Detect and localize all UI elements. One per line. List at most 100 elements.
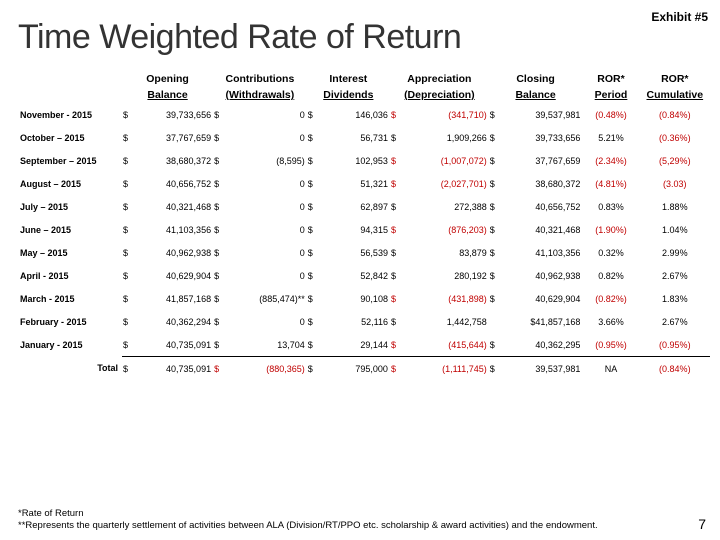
- interest: 51,321: [322, 172, 390, 195]
- ror-cumulative: (0.95%): [640, 333, 710, 357]
- dollar-sign: $: [489, 264, 505, 287]
- dollar-sign: $: [390, 264, 406, 287]
- dollar-sign: $: [390, 241, 406, 264]
- table-row: April - 2015$40,629,904$0$52,842$280,192…: [18, 264, 710, 287]
- dollar-sign: $: [489, 149, 505, 172]
- dollar-sign: $: [213, 241, 229, 264]
- contributions: 0: [229, 241, 307, 264]
- contributions: (885,474)**: [229, 287, 307, 310]
- col-ror-period: ROR*: [582, 71, 639, 87]
- dollar-sign: $: [390, 218, 406, 241]
- dollar-sign: $: [307, 172, 323, 195]
- ror-cumulative: (3.03): [640, 172, 710, 195]
- interest: 56,731: [322, 126, 390, 149]
- appreciation: (1,007,072): [406, 149, 489, 172]
- row-label: January - 2015: [18, 333, 122, 357]
- footnotes: *Rate of Return **Represents the quarter…: [18, 508, 598, 532]
- returns-table: Opening Contributions Interest Appreciat…: [18, 71, 710, 380]
- contributions: 0: [229, 218, 307, 241]
- dollar-sign: $: [307, 264, 323, 287]
- interest: 52,116: [322, 310, 390, 333]
- close-balance: 40,321,468: [504, 218, 582, 241]
- close-balance: 40,656,752: [504, 195, 582, 218]
- ror-period: 5.21%: [582, 126, 639, 149]
- open-balance: 40,962,938: [138, 241, 213, 264]
- dollar-sign: $: [213, 126, 229, 149]
- ror-cumulative: 2.99%: [640, 241, 710, 264]
- ror-period: (1.90%): [582, 218, 639, 241]
- dollar-sign: $: [307, 241, 323, 264]
- ror-cumulative: (5,29%): [640, 149, 710, 172]
- dollar-sign: $: [122, 172, 138, 195]
- dollar-sign: $: [489, 172, 505, 195]
- close-balance: 39,733,656: [504, 126, 582, 149]
- dollar-sign: $: [122, 357, 138, 381]
- dollar-sign: $: [122, 126, 138, 149]
- dollar-sign: $: [122, 149, 138, 172]
- contributions: 0: [229, 126, 307, 149]
- dollar-sign: $: [390, 195, 406, 218]
- appreciation: (2,027,701): [406, 172, 489, 195]
- table-row: September – 2015$38,680,372$(8,595)$102,…: [18, 149, 710, 172]
- exhibit-label: Exhibit #5: [651, 10, 708, 24]
- open-balance: 40,735,091: [138, 333, 213, 357]
- table-row: March - 2015$41,857,168$(885,474)**$90,1…: [18, 287, 710, 310]
- dollar-sign: $: [213, 195, 229, 218]
- interest: 56,539: [322, 241, 390, 264]
- dollar-sign: $: [307, 126, 323, 149]
- page-number: 7: [698, 516, 706, 532]
- dollar-sign: $: [489, 241, 505, 264]
- dollar-sign: $: [213, 310, 229, 333]
- dollar-sign: $: [307, 149, 323, 172]
- dollar-sign: $: [489, 287, 505, 310]
- contributions: (8,595): [229, 149, 307, 172]
- close-balance: 41,103,356: [504, 241, 582, 264]
- close-balance: $41,857,168: [504, 310, 582, 333]
- dollar-sign: $: [122, 287, 138, 310]
- total-open: 40,735,091: [138, 357, 213, 381]
- interest: 94,315: [322, 218, 390, 241]
- appreciation: (876,203): [406, 218, 489, 241]
- dollar-sign: $: [213, 218, 229, 241]
- ror-period: 0.83%: [582, 195, 639, 218]
- dollar-sign: $: [122, 195, 138, 218]
- appreciation: 280,192: [406, 264, 489, 287]
- dollar-sign: $: [489, 333, 505, 357]
- col-depreciation: (Depreciation): [390, 87, 489, 103]
- contributions: 0: [229, 195, 307, 218]
- open-balance: 41,103,356: [138, 218, 213, 241]
- page-title: Time Weighted Rate of Return: [18, 18, 710, 57]
- dollar-sign: $: [122, 310, 138, 333]
- close-balance: 40,629,904: [504, 287, 582, 310]
- open-balance: 40,362,294: [138, 310, 213, 333]
- col-interest: Interest: [307, 71, 390, 87]
- ror-period: 0.82%: [582, 264, 639, 287]
- row-label: March - 2015: [18, 287, 122, 310]
- ror-cumulative: (0.84%): [640, 103, 710, 126]
- appreciation: 83,879: [406, 241, 489, 264]
- interest: 29,144: [322, 333, 390, 357]
- ror-period: (0.82%): [582, 287, 639, 310]
- ror-cumulative: (0.36%): [640, 126, 710, 149]
- row-label: May – 2015: [18, 241, 122, 264]
- dollar-sign: $: [390, 287, 406, 310]
- col-period: Period: [582, 87, 639, 103]
- col-ror-cum: ROR*: [640, 71, 710, 87]
- dollar-sign: $: [390, 357, 406, 381]
- row-label: November - 2015: [18, 103, 122, 126]
- interest: 62,897: [322, 195, 390, 218]
- dollar-sign: $: [122, 103, 138, 126]
- appreciation: 1,442,758: [406, 310, 489, 333]
- total-app: (1,111,745): [406, 357, 489, 381]
- col-cumulative: Cumulative: [640, 87, 710, 103]
- open-balance: 37,767,659: [138, 126, 213, 149]
- total-cum: (0.84%): [640, 357, 710, 381]
- col-withdrawals: (Withdrawals): [213, 87, 307, 103]
- dollar-sign: $: [390, 103, 406, 126]
- row-label: September – 2015: [18, 149, 122, 172]
- dollar-sign: $: [213, 149, 229, 172]
- row-label: April - 2015: [18, 264, 122, 287]
- header-row-1: Opening Contributions Interest Appreciat…: [18, 71, 710, 87]
- contributions: 0: [229, 264, 307, 287]
- dollar-sign: $: [390, 149, 406, 172]
